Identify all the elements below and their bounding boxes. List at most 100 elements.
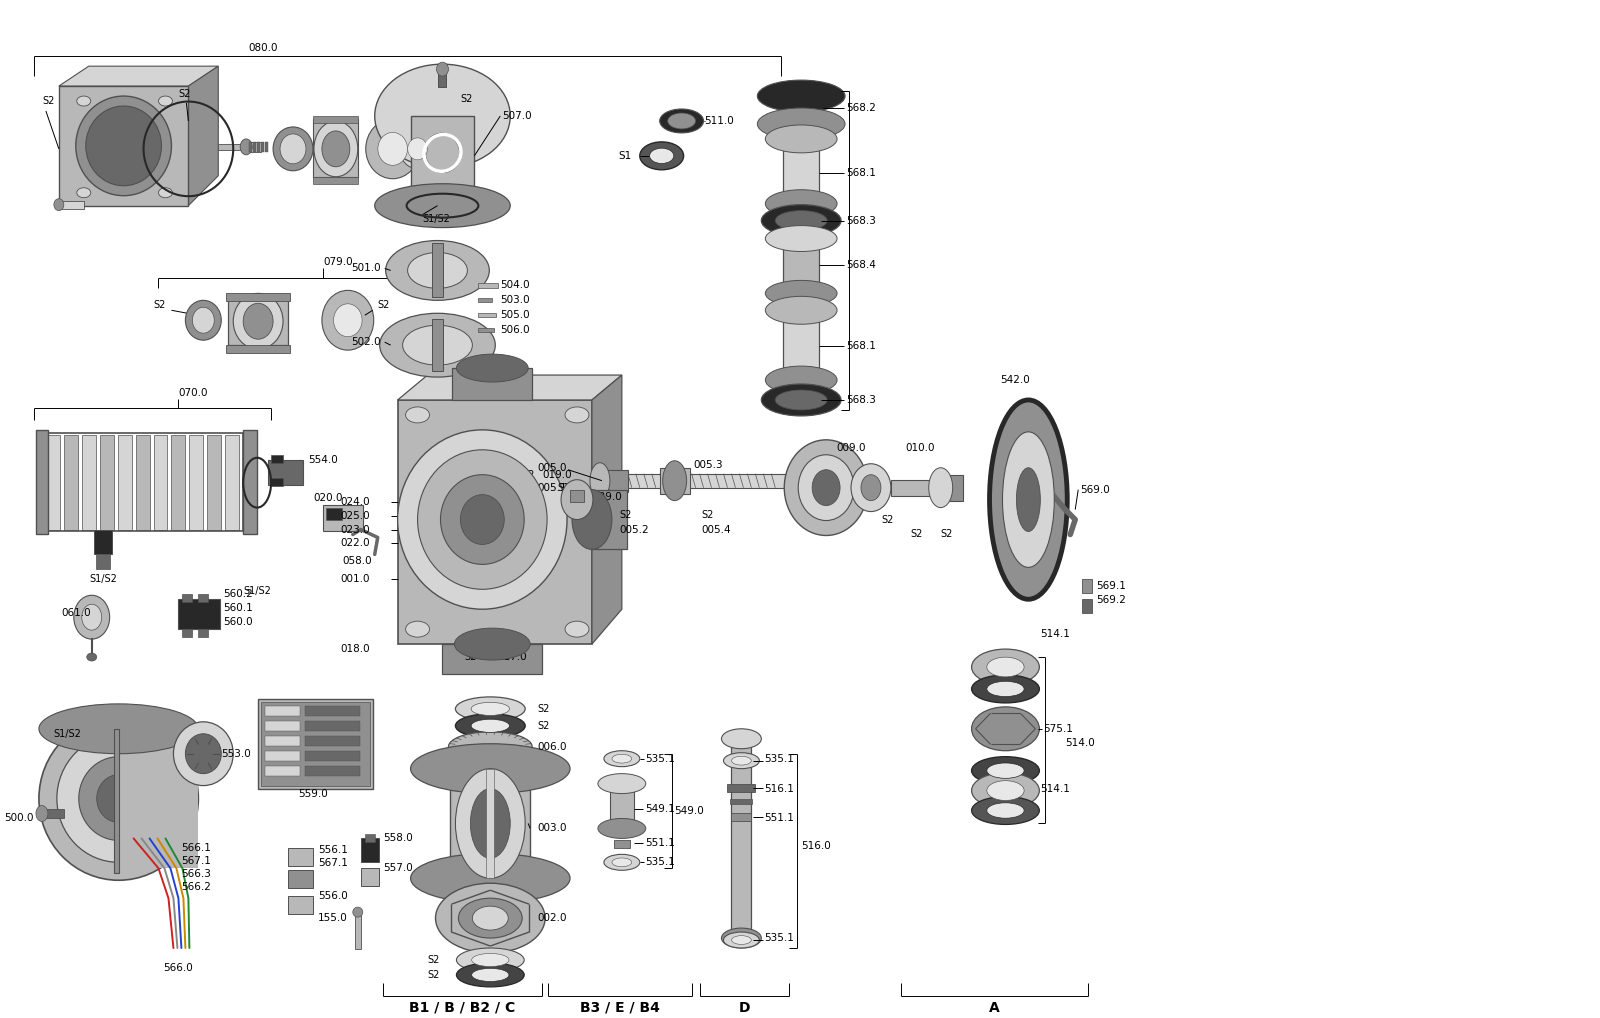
Text: 024.0: 024.0 — [341, 497, 371, 507]
Ellipse shape — [731, 756, 752, 766]
Ellipse shape — [186, 734, 221, 774]
Ellipse shape — [1016, 467, 1040, 531]
Ellipse shape — [573, 490, 611, 550]
Bar — [659, 467, 690, 494]
Text: S1: S1 — [619, 151, 632, 161]
Bar — [182, 629, 192, 637]
Ellipse shape — [971, 706, 1040, 750]
Text: 566.0: 566.0 — [163, 963, 194, 973]
Text: B3 / E / B4: B3 / E / B4 — [579, 1001, 659, 1015]
Text: 022.0: 022.0 — [341, 539, 371, 549]
Text: 009.0: 009.0 — [837, 443, 866, 453]
Ellipse shape — [971, 773, 1040, 808]
Ellipse shape — [411, 853, 570, 903]
Text: D: D — [739, 1001, 750, 1015]
Text: S2: S2 — [378, 300, 390, 310]
Ellipse shape — [454, 628, 530, 660]
Ellipse shape — [75, 96, 171, 195]
Text: 535.1: 535.1 — [645, 753, 675, 764]
Ellipse shape — [240, 138, 253, 155]
Ellipse shape — [765, 280, 837, 306]
Bar — [253, 142, 256, 152]
Polygon shape — [189, 66, 218, 206]
Ellipse shape — [765, 366, 837, 394]
Bar — [261, 142, 264, 152]
Bar — [114, 729, 118, 873]
Bar — [570, 490, 584, 502]
Text: S2: S2 — [701, 510, 714, 519]
Bar — [323, 505, 363, 530]
Bar — [784, 238, 819, 293]
Ellipse shape — [448, 732, 533, 761]
Bar — [208, 435, 221, 529]
Ellipse shape — [38, 717, 198, 881]
Text: S2: S2 — [522, 469, 534, 479]
Bar — [731, 798, 752, 803]
Bar — [266, 142, 269, 152]
Ellipse shape — [274, 127, 314, 171]
Bar — [198, 595, 208, 603]
Text: S2: S2 — [461, 94, 472, 104]
Ellipse shape — [1003, 432, 1054, 567]
Bar — [779, 96, 822, 124]
Bar — [270, 455, 283, 463]
Text: 535.1: 535.1 — [645, 857, 675, 867]
Bar — [398, 400, 592, 644]
Ellipse shape — [470, 702, 509, 716]
Text: 005.4: 005.4 — [701, 524, 731, 534]
Bar — [784, 310, 819, 380]
Bar — [226, 345, 290, 353]
Ellipse shape — [765, 296, 837, 325]
Bar — [614, 841, 630, 848]
Text: 025.0: 025.0 — [341, 511, 371, 520]
Ellipse shape — [472, 906, 509, 930]
Ellipse shape — [928, 467, 952, 508]
Text: 070.0: 070.0 — [179, 388, 208, 398]
Text: 018.0: 018.0 — [341, 644, 371, 655]
Bar — [35, 430, 48, 534]
Text: 006.0: 006.0 — [538, 742, 566, 751]
Ellipse shape — [611, 858, 632, 866]
Text: S2: S2 — [464, 653, 477, 662]
Ellipse shape — [723, 752, 760, 769]
Bar — [189, 435, 203, 529]
Polygon shape — [59, 66, 218, 87]
Ellipse shape — [440, 474, 525, 564]
Text: S2: S2 — [42, 96, 54, 106]
Bar — [784, 138, 819, 204]
Ellipse shape — [78, 756, 158, 841]
Bar — [266, 721, 299, 731]
Bar — [478, 314, 496, 318]
Text: 003.0: 003.0 — [538, 824, 566, 834]
Ellipse shape — [158, 187, 173, 197]
Ellipse shape — [784, 440, 867, 535]
Bar — [171, 435, 186, 529]
Ellipse shape — [723, 932, 760, 948]
Ellipse shape — [472, 968, 509, 981]
Bar — [118, 435, 131, 529]
Text: 551.1: 551.1 — [645, 839, 675, 848]
Bar — [229, 297, 288, 345]
Bar — [600, 469, 627, 492]
Bar — [266, 705, 299, 716]
Ellipse shape — [470, 720, 509, 732]
Bar — [266, 750, 299, 760]
Ellipse shape — [971, 796, 1040, 825]
Ellipse shape — [650, 149, 674, 164]
Ellipse shape — [366, 119, 419, 179]
Text: 559.0: 559.0 — [298, 789, 328, 798]
Text: 568.2: 568.2 — [846, 103, 875, 113]
Ellipse shape — [378, 132, 408, 165]
Bar — [314, 116, 358, 123]
Text: 568.3: 568.3 — [846, 395, 875, 405]
Bar — [488, 953, 493, 975]
Ellipse shape — [659, 109, 704, 133]
Ellipse shape — [590, 463, 610, 499]
Text: 568.1: 568.1 — [846, 168, 875, 178]
Bar — [432, 320, 443, 372]
Ellipse shape — [987, 781, 1024, 800]
Ellipse shape — [611, 754, 632, 764]
Text: S2: S2 — [427, 970, 440, 980]
Bar — [451, 769, 530, 879]
Text: A: A — [989, 1001, 1000, 1015]
